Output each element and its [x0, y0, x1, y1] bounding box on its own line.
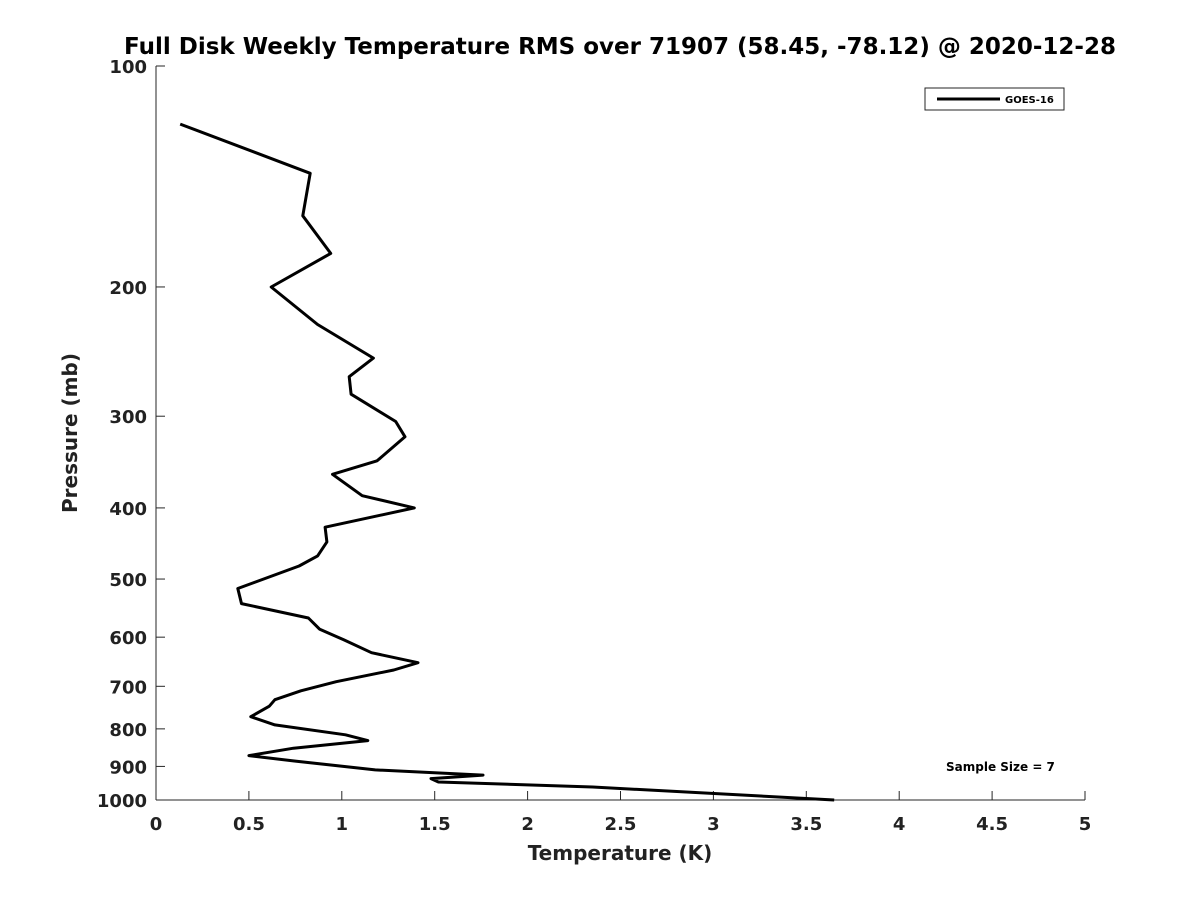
y-tick-label: 800: [109, 720, 147, 741]
sample-size-annotation: Sample Size = 7: [946, 760, 1055, 774]
y-tick-label: 300: [109, 407, 147, 428]
x-axis-label: Temperature (K): [528, 841, 713, 865]
legend: GOES-16: [924, 87, 1065, 111]
series-layer: [179, 122, 835, 802]
y-tick-group: 100 200 300 400 500 600 700 800 900 1000: [97, 57, 165, 812]
x-tick-label: 0: [150, 814, 163, 835]
x-tick-label: 3.5: [790, 814, 822, 835]
y-tick-label: 100: [109, 57, 147, 78]
x-tick-label: 3: [707, 814, 720, 835]
y-tick-label: 400: [109, 499, 147, 520]
x-tick-label: 4: [893, 814, 906, 835]
x-tick-label: 1: [336, 814, 349, 835]
x-tick-label: 4.5: [976, 814, 1008, 835]
x-tick-group: 0 0.5 1 1.5 2 2.5 3 3.5 4 4.5 5: [150, 791, 1092, 835]
y-tick-label: 900: [109, 757, 147, 778]
series-line-goes-16: [179, 122, 835, 802]
x-tick-label: 1.5: [419, 814, 451, 835]
y-tick-label: 500: [109, 570, 147, 591]
x-tick-label: 5: [1079, 814, 1092, 835]
y-tick-label: 600: [109, 628, 147, 649]
y-tick-label: 200: [109, 278, 147, 299]
y-axis-label: Pressure (mb): [58, 353, 82, 513]
x-tick-label: 2.5: [605, 814, 637, 835]
x-tick-label: 2: [521, 814, 534, 835]
y-tick-label: 1000: [97, 791, 147, 812]
plot-axes: [155, 66, 1085, 801]
y-tick-label: 700: [109, 677, 147, 698]
chart-title: Full Disk Weekly Temperature RMS over 71…: [124, 34, 1116, 60]
legend-label-goes-16: GOES-16: [1005, 95, 1054, 106]
x-tick-label: 0.5: [233, 814, 265, 835]
